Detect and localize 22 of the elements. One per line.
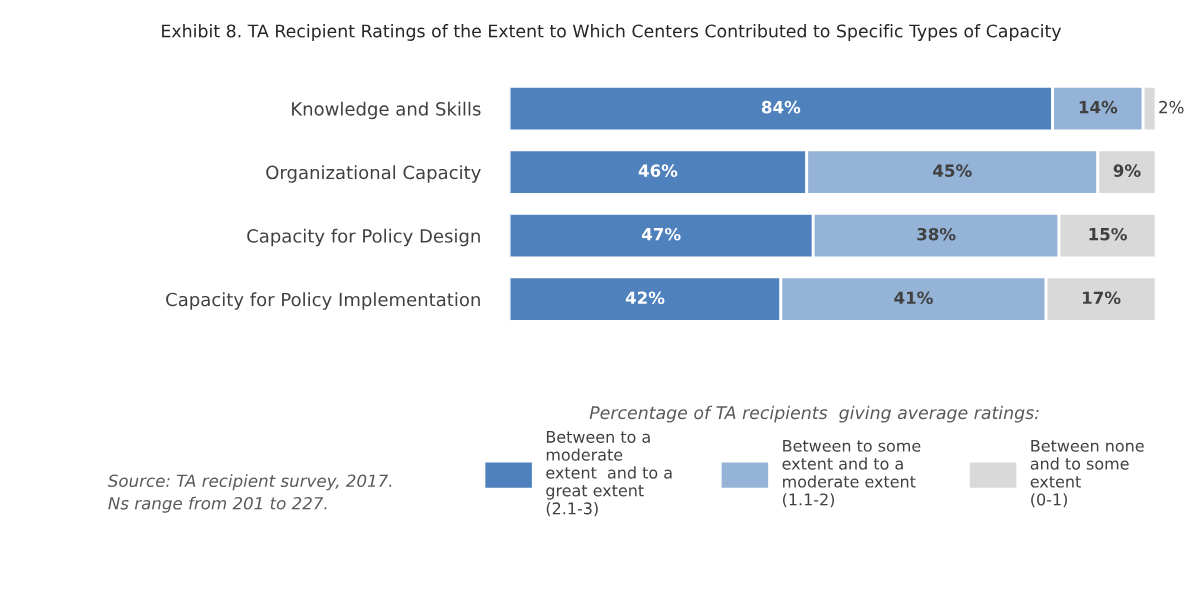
data-label: 41%	[894, 291, 933, 305]
y-tick-label: Knowledge and Skills	[292, 101, 481, 120]
data-label: 46%	[638, 164, 678, 177]
data-label: 42%	[625, 291, 665, 305]
legend-label: Between to some extent and to a moderate extent (1.1-2)	[782, 439, 921, 508]
data-label: 45%	[933, 164, 972, 177]
chart-title: Exhibit 8. TA Recipient Ratings of the Extent to Which Centers Contributed to Specific Types of Capacity	[162, 24, 1062, 41]
data-label: 14%	[1079, 100, 1118, 114]
legend-label: Between none and to some extent (0-1)	[1030, 439, 1144, 508]
legend-title: Percentage of TA recipients giving average ratings:	[589, 405, 1039, 423]
data-label: 17%	[1083, 291, 1121, 305]
y-tick-label: Capacity for Policy Design	[247, 228, 480, 247]
y-tick-label: Organizational Capacity	[266, 165, 481, 183]
data-label: 47%	[641, 227, 681, 241]
data-label: 2%	[1159, 100, 1184, 114]
data-label: 84%	[761, 100, 801, 114]
legend-label: Between to a moderate extent and to a great extent (2.1-3)	[546, 431, 672, 517]
source-note: Source: TA recipient survey, 2017. Ns range from 201 to 227.	[107, 474, 392, 513]
data-label: 38%	[917, 227, 956, 241]
data-label: 9%	[1113, 164, 1141, 177]
y-tick-label: Capacity for Policy Implementation	[166, 292, 480, 310]
data-label: 15%	[1089, 227, 1127, 241]
